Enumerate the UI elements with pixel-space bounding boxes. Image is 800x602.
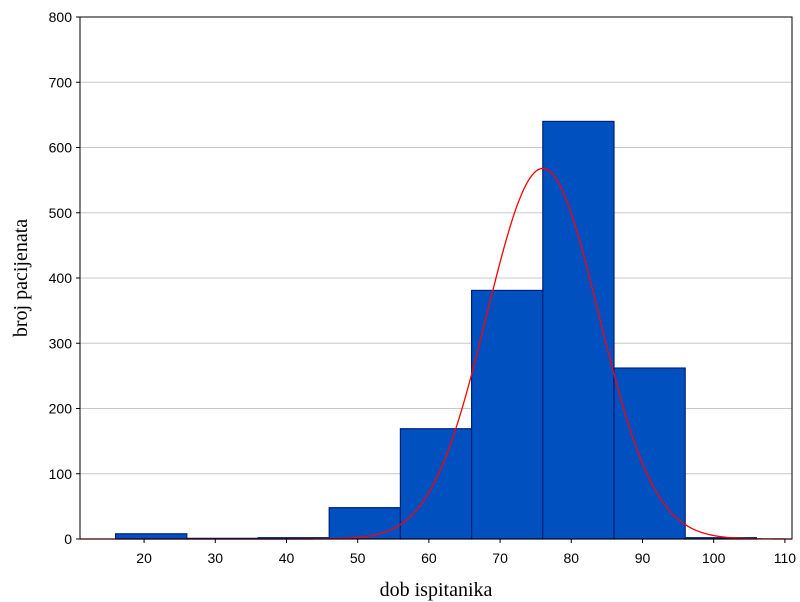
y-axis-title: broj pacijenata <box>10 219 32 337</box>
x-tick-label: 80 <box>563 550 579 566</box>
x-tick-label: 30 <box>207 550 223 566</box>
histogram-bar <box>114 533 188 540</box>
y-tick-label: 200 <box>49 401 73 417</box>
grid-lines <box>80 81 792 475</box>
histogram-bar <box>471 289 544 540</box>
y-tick-label: 600 <box>49 140 73 156</box>
x-axis: 20 30 40 50 60 70 80 90 100 110 <box>136 539 796 566</box>
x-tick-label: 70 <box>492 550 508 566</box>
x-tick-label: 110 <box>774 550 797 566</box>
x-tick-label: 100 <box>702 550 726 566</box>
x-tick-label: 20 <box>136 550 152 566</box>
x-tick-label: 90 <box>635 550 651 566</box>
histogram-bar <box>328 507 402 540</box>
y-tick-label: 500 <box>49 205 73 221</box>
y-tick-label: 700 <box>49 74 73 90</box>
histogram-bar <box>399 428 473 540</box>
y-axis: 0 100 200 300 400 500 600 700 800 <box>49 9 80 547</box>
histogram-bar <box>613 367 686 540</box>
y-tick-label: 100 <box>49 466 73 482</box>
y-tick-label: 800 <box>49 9 73 25</box>
x-tick-label: 50 <box>350 550 366 566</box>
y-tick-label: 400 <box>49 270 73 286</box>
x-tick-label: 60 <box>421 550 437 566</box>
x-axis-title: dob ispitanika <box>380 579 493 601</box>
y-tick-label: 0 <box>64 531 72 547</box>
y-tick-label: 300 <box>49 335 73 351</box>
x-tick-label: 40 <box>279 550 295 566</box>
bars <box>114 120 758 540</box>
